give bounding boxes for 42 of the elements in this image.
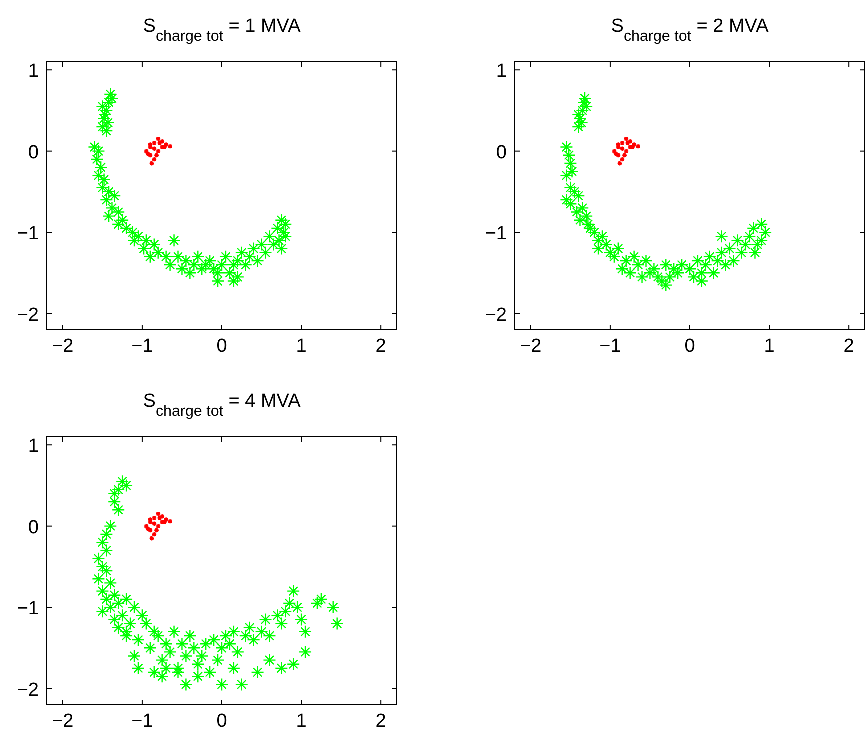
x-tick-label: 2 <box>844 336 854 357</box>
x-tick-label: 0 <box>684 336 696 357</box>
x-tick-label: 1 <box>296 711 307 732</box>
y-tick-label: 1 <box>28 61 39 82</box>
point <box>160 138 166 144</box>
x-tick-label: −2 <box>52 336 74 357</box>
x-tick-label: 0 <box>216 336 228 357</box>
y-tick-label: 1 <box>28 436 39 458</box>
x-tick-label: 2 <box>376 711 386 732</box>
y-tick-label: 0 <box>28 142 39 164</box>
x-tick-label: 1 <box>296 336 307 357</box>
x-tick-label: −1 <box>132 336 154 357</box>
x-tick-label: −1 <box>132 711 154 732</box>
x-tick-label: 2 <box>376 336 386 357</box>
y-tick-label: −1 <box>17 224 39 245</box>
y-tick-label: 0 <box>28 517 39 538</box>
y-tick-label: −1 <box>17 598 39 620</box>
y-tick-label: −2 <box>17 680 39 701</box>
chart-title: S$_{charge tot}$ = 2 MVA <box>611 16 770 44</box>
point <box>152 521 158 527</box>
point <box>152 532 158 538</box>
y-tick-label: −2 <box>485 304 507 326</box>
point <box>617 160 623 166</box>
point <box>149 536 155 542</box>
y-tick-label: −1 <box>485 224 507 245</box>
x-tick-label: −1 <box>600 336 622 357</box>
point <box>620 146 626 152</box>
point <box>152 146 158 152</box>
point <box>149 160 155 166</box>
point <box>620 156 626 162</box>
x-tick-label: 1 <box>764 336 775 357</box>
chart-title: S$_{charge tot}$ = 4 MVA <box>143 391 302 420</box>
point <box>160 514 166 520</box>
y-tick-label: −2 <box>17 304 39 326</box>
x-tick-label: −2 <box>52 711 74 732</box>
point <box>152 156 158 162</box>
x-tick-label: 0 <box>216 711 228 732</box>
x-tick-label: −2 <box>520 336 542 357</box>
point <box>628 138 634 144</box>
y-tick-label: 0 <box>496 142 507 164</box>
y-tick-label: 1 <box>496 61 507 82</box>
chart-title: S$_{charge tot}$ = 1 MVA <box>143 16 302 44</box>
